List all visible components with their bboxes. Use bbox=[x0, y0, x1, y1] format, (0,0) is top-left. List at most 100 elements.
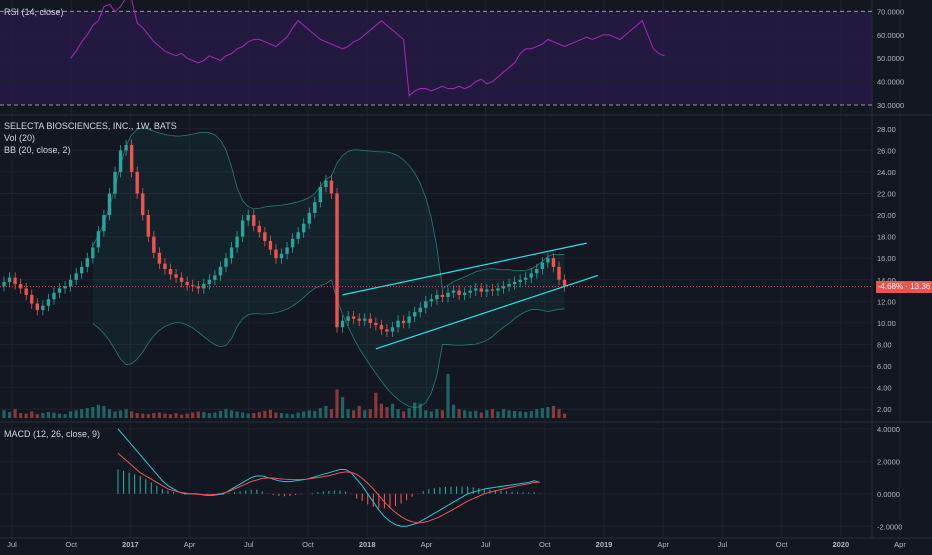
volume-bar bbox=[357, 405, 361, 418]
volume-bar bbox=[329, 409, 334, 418]
channel-upper bbox=[342, 242, 587, 296]
candle-body bbox=[390, 327, 395, 332]
volume-bar bbox=[440, 410, 445, 418]
candle-body bbox=[363, 318, 367, 321]
volume-bar bbox=[35, 414, 39, 418]
volume-bar bbox=[229, 410, 234, 418]
candle-body bbox=[163, 263, 167, 269]
volume-bar bbox=[468, 411, 472, 418]
volume-bar bbox=[340, 397, 345, 418]
candle-body bbox=[30, 294, 34, 304]
volume-bar bbox=[141, 413, 145, 418]
candle-body bbox=[102, 215, 106, 232]
last-price-tag: -4.68% · 13.36 bbox=[876, 281, 932, 293]
candle-body bbox=[285, 247, 289, 254]
candle-body bbox=[80, 266, 84, 274]
volume-bar bbox=[390, 403, 395, 418]
candle-body bbox=[229, 247, 234, 259]
volume-bar bbox=[379, 403, 383, 418]
candle-body bbox=[202, 284, 206, 289]
macd-label: MACD (12, 26, close, 9) bbox=[4, 429, 101, 439]
candle-body bbox=[424, 301, 428, 308]
volume-bar bbox=[402, 411, 406, 418]
volume-bar bbox=[396, 409, 400, 418]
volume-bar bbox=[535, 409, 539, 418]
candle-body bbox=[107, 193, 112, 216]
candle-body bbox=[185, 281, 189, 286]
volume-bar bbox=[213, 412, 217, 418]
candle-body bbox=[2, 281, 6, 287]
candle-body bbox=[152, 236, 156, 253]
volume-bar bbox=[19, 413, 23, 418]
price-tick-label: 2.00 bbox=[877, 405, 892, 414]
candle-body bbox=[413, 312, 417, 317]
x-tick-label: Jul bbox=[7, 540, 17, 549]
candle-body bbox=[13, 277, 17, 285]
candle-body bbox=[235, 236, 239, 248]
volume-bar bbox=[235, 411, 239, 418]
candle-body bbox=[191, 285, 195, 287]
volume-bar bbox=[485, 410, 489, 418]
volume-bar bbox=[113, 411, 117, 418]
volume-bar bbox=[496, 411, 500, 418]
rsi-line bbox=[70, 0, 665, 97]
candle-body bbox=[91, 247, 95, 259]
price-tick-label: 10.00 bbox=[877, 319, 896, 328]
volume-bar bbox=[74, 410, 78, 418]
volume-bar bbox=[418, 403, 422, 418]
x-tick-label: 2018 bbox=[359, 540, 376, 549]
volume-bar bbox=[335, 389, 339, 418]
rsi-tick-label: 30.0000 bbox=[877, 101, 904, 110]
candle-body bbox=[274, 249, 278, 259]
candle-body bbox=[18, 284, 23, 289]
candle-body bbox=[529, 273, 533, 278]
volume-bar bbox=[346, 409, 350, 418]
volume-bar bbox=[363, 410, 367, 418]
price-tick-label: 4.00 bbox=[877, 384, 892, 393]
x-tick-label: Apr bbox=[184, 540, 196, 549]
volume-bar bbox=[385, 407, 389, 418]
volume-bar bbox=[124, 409, 128, 418]
candle-body bbox=[379, 325, 384, 330]
price-tick-label: 22.00 bbox=[877, 190, 896, 199]
candle-body bbox=[96, 231, 101, 248]
volume-bar bbox=[2, 410, 6, 418]
volume-bar bbox=[218, 410, 223, 418]
price-tick-label: 6.00 bbox=[877, 362, 892, 371]
volume-bar bbox=[241, 412, 245, 418]
rsi-label: RSI (14, close) bbox=[4, 7, 64, 17]
volume-bar bbox=[413, 402, 417, 418]
volume-bar bbox=[507, 410, 511, 418]
volume-bar bbox=[163, 413, 167, 418]
candle-body bbox=[41, 305, 45, 310]
price-tick-label: 14.00 bbox=[877, 276, 896, 285]
volume-bar bbox=[518, 411, 522, 418]
volume-bar bbox=[7, 411, 12, 418]
candle-body bbox=[307, 212, 311, 224]
volume-bar bbox=[424, 410, 428, 418]
volume-bar bbox=[374, 392, 378, 418]
volume-bar bbox=[168, 414, 173, 418]
candle-body bbox=[257, 225, 261, 233]
volume-bar bbox=[107, 409, 112, 418]
volume-bar bbox=[118, 410, 123, 418]
volume-bar bbox=[524, 411, 528, 418]
candle-body bbox=[24, 288, 28, 295]
volume-bar bbox=[268, 409, 272, 418]
candle-body bbox=[396, 320, 400, 328]
price-tick-label: 16.00 bbox=[877, 254, 896, 263]
candle-body bbox=[440, 294, 445, 298]
x-tick-label: Apr bbox=[657, 540, 669, 549]
price-tick-label: 12.00 bbox=[877, 297, 896, 306]
candle-body bbox=[385, 329, 389, 332]
candle-body bbox=[157, 252, 162, 264]
candle-body bbox=[168, 269, 173, 275]
candle-body bbox=[174, 274, 178, 278]
candle-body bbox=[146, 215, 150, 237]
candle-body bbox=[279, 253, 284, 259]
rsi-tick-label: 70.0000 bbox=[877, 7, 904, 16]
candle-body bbox=[35, 303, 39, 310]
candle-body bbox=[207, 279, 212, 285]
